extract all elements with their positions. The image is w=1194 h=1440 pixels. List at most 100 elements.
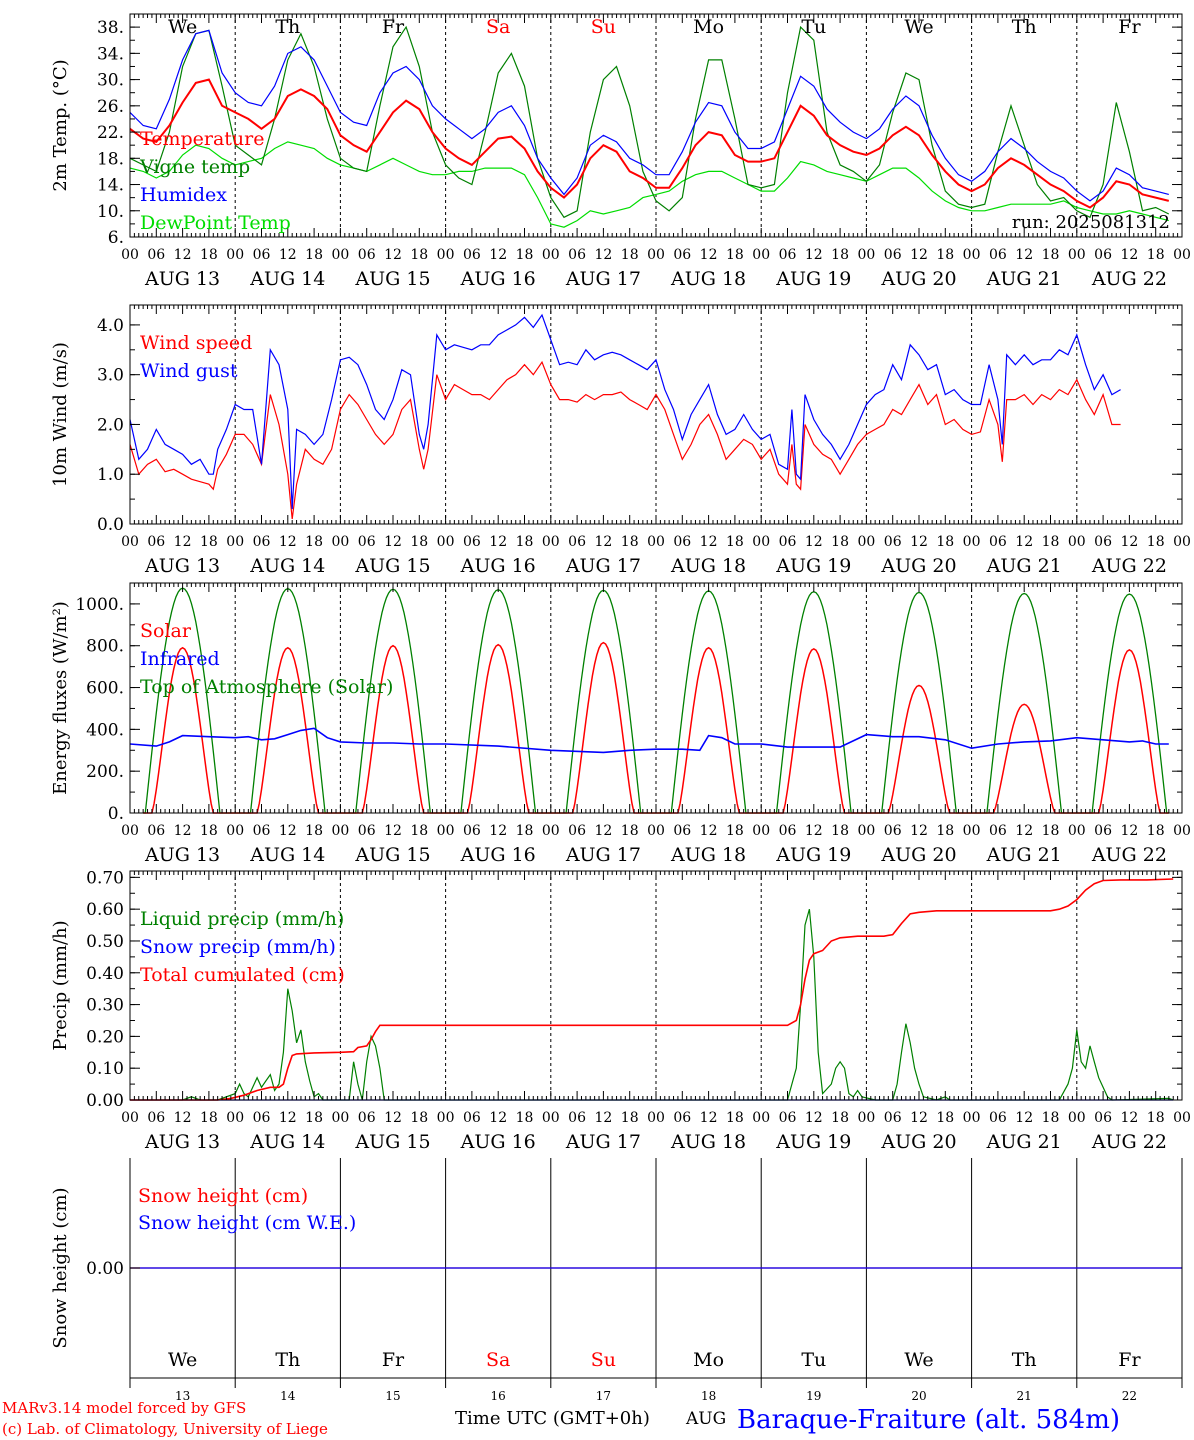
hour-tick-label: 06 (568, 823, 586, 839)
y-tick-label: 0.70 (86, 868, 124, 888)
hour-tick-label: 12 (489, 823, 507, 839)
legend-entry: Liquid precip (mm/h) (140, 908, 344, 930)
date-label: AUG 21 (986, 1131, 1062, 1153)
legend-entry: Wind gust (140, 360, 238, 382)
weekday-label: Fr (382, 1349, 405, 1371)
hour-tick-label: 18 (726, 1110, 744, 1126)
date-label: AUG 20 (880, 555, 956, 577)
legend-entry: Vigne temp (139, 156, 250, 178)
legend-entry: Total cumulated (cm) (140, 964, 345, 986)
hour-tick-label: 00 (437, 247, 455, 263)
y-tick-label: 1.0 (97, 465, 124, 485)
hour-tick-label: 00 (331, 534, 349, 550)
hour-tick-label: 06 (463, 1110, 481, 1126)
series-line-humidex (129, 29, 1169, 202)
date-label: AUG 13 (144, 268, 220, 290)
hour-tick-label: 06 (358, 1110, 376, 1126)
y-tick-label: 0.40 (86, 964, 124, 984)
hour-tick-label: 06 (989, 534, 1007, 550)
hour-tick-label: 06 (253, 1110, 271, 1126)
hour-tick-label: 12 (384, 534, 402, 550)
date-label: AUG 17 (565, 844, 641, 866)
hour-tick-label: 00 (963, 247, 981, 263)
model-credit: MARv3.14 model forced by GFS (2, 1399, 246, 1417)
y-tick-label: 0. (108, 804, 124, 824)
hour-tick-label: 06 (147, 1110, 165, 1126)
hour-tick-label: 18 (200, 1110, 218, 1126)
date-label: AUG 22 (1091, 268, 1167, 290)
hour-tick-label: 12 (805, 247, 823, 263)
day-number-label: 22 (1122, 1389, 1137, 1403)
temperature-panel: 6. 10. 14. 18. 22. 26. 30. 34. 38. 2m Temp. (°C)… (50, 13, 1191, 290)
day-separators (234, 305, 1078, 524)
hour-tick-label: 18 (621, 247, 639, 263)
day-number-label: 18 (701, 1389, 716, 1403)
hour-tick-label: 06 (673, 823, 691, 839)
hour-tick-label: 00 (752, 534, 770, 550)
hour-tick-label: 00 (121, 247, 139, 263)
hour-tick-label: 00 (226, 534, 244, 550)
weekday-label: Th (1012, 16, 1037, 38)
y-tick-labels: 0.0 1.0 2.0 3.0 4.0 (97, 316, 124, 535)
hour-tick-label: 18 (726, 247, 744, 263)
hour-tick-label: 06 (568, 1110, 586, 1126)
date-label: AUG 15 (354, 844, 430, 866)
hour-tick-label: 00 (542, 247, 560, 263)
hour-tick-label: 06 (253, 534, 271, 550)
date-label: AUG 20 (880, 268, 956, 290)
hour-tick-label: 12 (1015, 247, 1033, 263)
hour-tick-label: 12 (594, 823, 612, 839)
hour-tick-label: 12 (279, 823, 297, 839)
hour-tick-label: 12 (174, 823, 192, 839)
hour-tick-label: 18 (410, 247, 428, 263)
y-tick-label: 0.0 (97, 515, 124, 535)
hour-tick-label: 00 (963, 534, 981, 550)
wind-series (129, 313, 1121, 520)
weekday-labels: We Th Fr Sa Su Mo Tu We Th Fr (168, 1349, 1141, 1371)
legend-entry: Wind speed (140, 332, 252, 354)
date-label: AUG 13 (144, 844, 220, 866)
hour-tick-label: 12 (1120, 823, 1138, 839)
hour-tick-label: 12 (910, 823, 928, 839)
hour-tick-label: 06 (147, 534, 165, 550)
hour-tick-label: 18 (1042, 823, 1060, 839)
station-title: Baraque-Fraiture (alt. 584m) (737, 1405, 1120, 1435)
hour-tick-label: 06 (779, 823, 797, 839)
hour-tick-label: 12 (174, 247, 192, 263)
hour-tick-label: 06 (673, 1110, 691, 1126)
hour-tick-label: 06 (358, 823, 376, 839)
weekday-label: Th (1012, 1349, 1037, 1371)
axis-ticks (129, 1267, 1183, 1388)
energy-panel: 0. 200. 400. 600. 800. 1000. Energy fluxes (W… (50, 582, 1191, 866)
hour-tick-label: 12 (910, 1110, 928, 1126)
hour-tick-label: 18 (200, 823, 218, 839)
precip-panel: 0.00 0.10 0.20 0.30 0.40 0.50 0.60 0.70 Precip … (50, 868, 1191, 1153)
temperature-series (129, 25, 1170, 228)
y-tick-label: 0.00 (86, 1259, 124, 1279)
hour-tick-label: 00 (331, 247, 349, 263)
day-separators (234, 583, 1078, 813)
y-axis-label: Energy fluxes (W/m²) (50, 601, 71, 795)
infrared-line (129, 727, 1169, 754)
y-tick-label: 0.20 (86, 1027, 124, 1047)
axis-ticks (129, 13, 1183, 238)
lab-credit: (c) Lab. of Climatology, University of L… (2, 1420, 328, 1438)
day-number-label: 16 (491, 1389, 506, 1403)
series-line-dewpoint-temp (129, 141, 1169, 228)
legend-entry: DewPoint Temp (140, 212, 291, 234)
hour-tick-label: 12 (279, 247, 297, 263)
hour-tick-label: 18 (516, 1110, 534, 1126)
date-label: AUG 21 (986, 555, 1062, 577)
legend-entry: Humidex (140, 184, 227, 206)
y-tick-label: 18. (97, 149, 124, 169)
legend: Solar Infrared Top of Atmosphere (Solar) (140, 620, 393, 698)
day-number-label: 19 (806, 1389, 821, 1403)
date-label: AUG 18 (670, 844, 746, 866)
hour-tick-label: 18 (726, 534, 744, 550)
weekday-label: Fr (1118, 1349, 1141, 1371)
hour-tick-label: 18 (1147, 247, 1165, 263)
hour-tick-label: 18 (1147, 823, 1165, 839)
hour-tick-label: 12 (700, 534, 718, 550)
date-label: AUG 17 (565, 555, 641, 577)
y-tick-label: 14. (97, 176, 124, 196)
